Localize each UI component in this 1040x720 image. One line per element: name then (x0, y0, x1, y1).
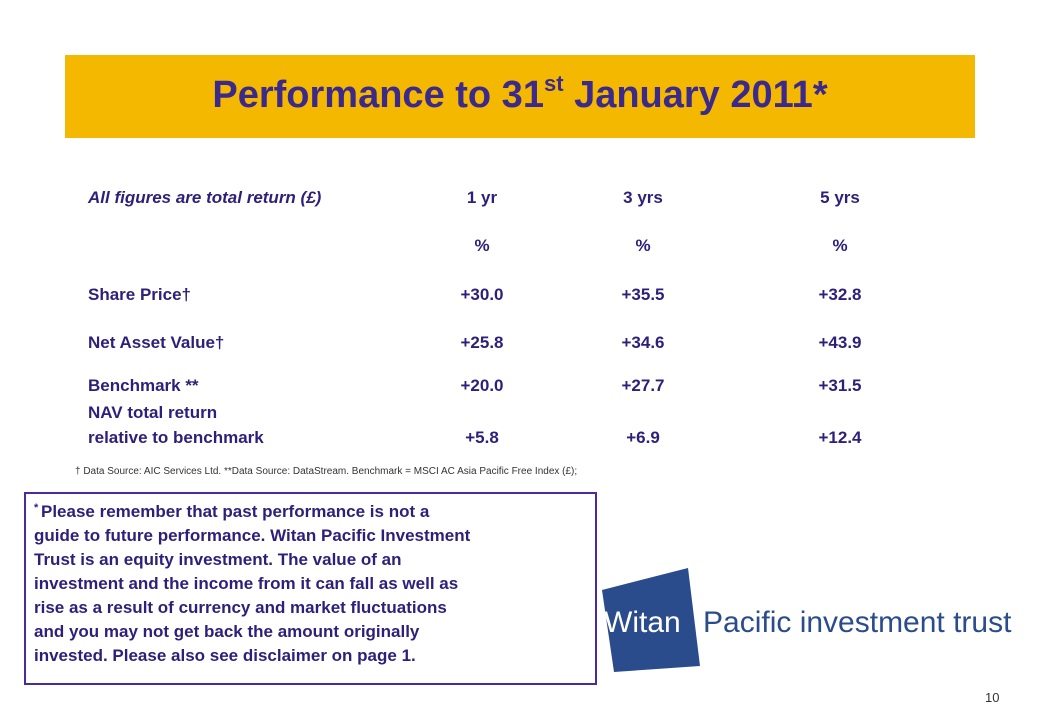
header-col: 3 yrs (623, 188, 663, 207)
cell: +35.5 (621, 285, 665, 304)
row-label: Share Price† (88, 285, 192, 304)
disclaimer-line: investment and the income from it can fa… (34, 574, 459, 593)
logo-text: Pacific investment trust (703, 606, 1012, 639)
row-label: relative to benchmark (88, 428, 264, 447)
disclaimer-line: guide to future performance. Witan Pacif… (34, 526, 471, 545)
unit: % (832, 236, 848, 255)
disclaimer-line: invested. Please also see disclaimer on … (34, 646, 416, 665)
logo-mark-bg (602, 568, 700, 672)
cell: +34.6 (621, 333, 665, 352)
row-label: NAV total return (88, 403, 218, 422)
page-number: 10 (985, 690, 1000, 705)
header-col: 5 yrs (820, 188, 860, 207)
row-label: Benchmark ** (88, 376, 199, 395)
header-col: 1 yr (466, 188, 498, 207)
title-sup: st (543, 71, 564, 96)
title: Performance to 31st January 2011* (65, 71, 975, 117)
cell: +5.8 (465, 428, 499, 447)
row-label: Net Asset Value† (88, 333, 225, 352)
cell: +6.9 (626, 428, 660, 447)
title-banner (65, 55, 975, 138)
disclaimer-marker: * (34, 502, 39, 514)
disclaimer-box (24, 492, 597, 685)
cell: +43.9 (818, 333, 862, 352)
title-main: Performance to 31 (212, 74, 544, 116)
disclaimer-line: and you may not get back the amount orig… (34, 622, 420, 641)
cell: +31.5 (818, 376, 862, 395)
cell: +12.4 (818, 428, 862, 447)
disclaimer-line: rise as a result of currency and market … (34, 598, 447, 617)
disclaimer-line: Trust is an equity investment. The value… (34, 550, 402, 569)
header-label: All figures are total return (£) (88, 188, 322, 207)
title-end: January 2011* (563, 74, 828, 116)
cell: +20.0 (460, 376, 504, 395)
footnote: † Data Source: AIC Services Ltd. **Data … (75, 466, 578, 477)
logo-mark: Witan (604, 606, 681, 639)
disclaimer-line: Please remember that past performance is… (41, 502, 430, 521)
unit: % (635, 236, 651, 255)
cell: +32.8 (818, 285, 862, 304)
cell: +30.0 (460, 285, 504, 304)
unit: % (474, 236, 490, 255)
cell: +25.8 (460, 333, 504, 352)
logo: Witan Pacific investment trust (602, 568, 1012, 672)
cell: +27.7 (621, 376, 665, 395)
